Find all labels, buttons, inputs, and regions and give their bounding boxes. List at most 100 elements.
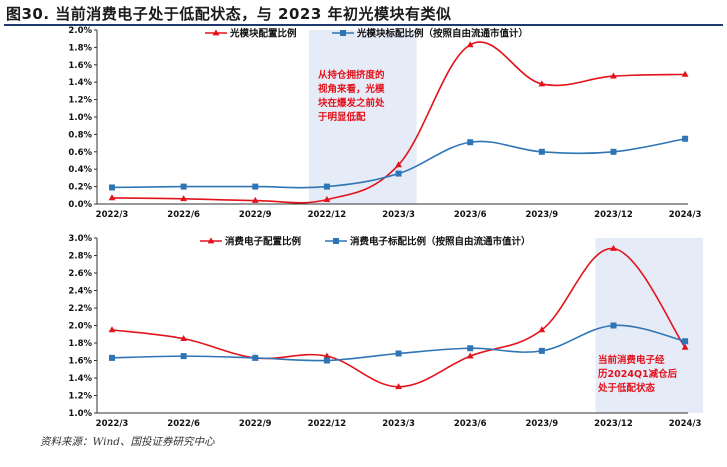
legend-label-1: 消费电子配置比例 <box>225 236 301 248</box>
x-tick-label: 2023/6 <box>454 419 487 429</box>
series-line-1 <box>111 41 686 204</box>
annotation-line: 从持仓拥挤度的 <box>318 69 385 81</box>
y-tick-label: 0.8% <box>68 130 92 140</box>
series-point <box>681 70 689 77</box>
legend-label-2: 消费电子标配比例（按照自由流通市值计） <box>350 236 531 248</box>
series-point <box>108 194 116 201</box>
x-tick-label: 2022/12 <box>308 210 347 220</box>
series-point <box>610 72 617 79</box>
series-point <box>323 196 331 203</box>
series-point <box>538 347 545 354</box>
series-point <box>180 183 187 190</box>
series-point <box>395 383 402 390</box>
x-tick-label: 2022/6 <box>167 210 200 220</box>
x-tick-label: 2023/9 <box>525 210 558 220</box>
y-tick-label: 0.4% <box>68 165 92 175</box>
series-point <box>251 196 259 203</box>
source-note: 资料来源：Wind、国投证券研究中心 <box>40 436 215 448</box>
x-tick-label: 2023/9 <box>525 419 558 429</box>
legend-marker-2 <box>333 238 339 244</box>
y-tick-label: 0.0% <box>68 200 92 210</box>
series-point <box>180 353 187 360</box>
series-point <box>395 350 402 357</box>
series-point <box>681 343 689 350</box>
series-point <box>610 244 617 251</box>
chart-2: 1.0% 1.2% 1.4% 1.6% 1.8% 2.0% 2.2% 2.4% 2.6% 2.8%… <box>68 234 704 429</box>
series-point <box>538 148 545 155</box>
x-tick-label: 2023/6 <box>454 210 487 220</box>
y-tick-label: 2.8% <box>68 252 92 262</box>
series-point <box>180 195 188 202</box>
annotation-line: 当前消费电子经 <box>598 354 665 366</box>
y-tick-label: 1.2% <box>68 392 92 402</box>
y-tick-label: 2.4% <box>68 287 92 297</box>
series-point <box>252 183 259 190</box>
annotation-line: 历2024Q1减仓后 <box>598 368 678 380</box>
annotation-line: 块在爆发之前处 <box>318 97 385 109</box>
legend-marker-2 <box>340 30 346 36</box>
series-line-2 <box>111 137 686 189</box>
x-tick-label: 2023/3 <box>382 210 415 220</box>
series-point <box>109 184 115 191</box>
legend-label-1: 光模块配置比例 <box>229 28 297 40</box>
series-point <box>323 352 331 359</box>
y-tick-label: 2.6% <box>68 269 92 279</box>
series-point <box>108 326 116 333</box>
y-tick-label: 1.4% <box>68 78 92 88</box>
y-tick-label: 1.6% <box>68 357 92 367</box>
series-line-1 <box>111 247 686 388</box>
series-point <box>323 357 330 364</box>
series-point <box>538 80 546 87</box>
y-tick-label: 1.8% <box>68 339 92 349</box>
y-tick-label: 2.0% <box>68 26 92 36</box>
x-tick-label: 2022/3 <box>96 210 129 220</box>
y-tick-label: 1.4% <box>68 374 92 384</box>
series-point <box>395 170 402 177</box>
annotation-line: 处于低配状态 <box>597 382 656 394</box>
x-tick-label: 2022/12 <box>308 419 347 429</box>
y-tick-label: 1.0% <box>68 113 92 123</box>
x-tick-label: 2024/3 <box>669 419 702 429</box>
series-point <box>395 161 402 168</box>
series-point <box>323 183 330 190</box>
chart-1: 0.0% 0.2% 0.4% 0.6% 0.8% 1.0% 1.2% 1.4% 1.6% 1.8%… <box>68 26 701 220</box>
series-point <box>610 322 617 329</box>
y-tick-label: 0.2% <box>68 183 92 193</box>
y-tick-label: 0.6% <box>68 148 92 158</box>
y-tick-label: 2.0% <box>68 322 92 332</box>
series-point <box>682 338 689 345</box>
x-tick-label: 2024/3 <box>669 210 702 220</box>
series-point <box>252 354 259 361</box>
annotation-line: 于明显低配 <box>318 111 366 123</box>
figure-title: 图30. 当前消费电子处于低配状态，与 2023 年初光模块有类似 <box>6 5 452 23</box>
x-tick-label: 2023/12 <box>594 419 633 429</box>
series-point <box>467 139 474 146</box>
series-point <box>538 326 546 333</box>
series-point <box>109 354 115 361</box>
y-tick-label: 1.8% <box>68 43 92 53</box>
legend-marker-1 <box>207 237 215 244</box>
y-tick-label: 1.2% <box>68 96 92 106</box>
x-tick-label: 2022/9 <box>239 210 272 220</box>
series-line-2 <box>111 324 686 362</box>
series-point <box>610 148 617 155</box>
title-divider <box>4 24 723 26</box>
legend-marker-1 <box>212 29 220 36</box>
y-tick-label: 3.0% <box>68 234 92 244</box>
series-point <box>180 335 188 342</box>
legend-label-2: 光模块标配比例（按照自由流通市值计） <box>356 28 528 40</box>
series-point <box>466 352 474 359</box>
y-tick-label: 1.6% <box>68 61 92 71</box>
annotation-line: 视角来看，光模 <box>318 83 385 95</box>
x-tick-label: 2022/3 <box>96 419 129 429</box>
highlight-band <box>308 30 417 204</box>
x-tick-label: 2023/12 <box>594 210 633 220</box>
series-point <box>251 354 259 361</box>
x-tick-label: 2023/3 <box>382 419 415 429</box>
x-tick-label: 2022/6 <box>167 419 200 429</box>
y-tick-label: 2.2% <box>68 304 92 314</box>
series-point <box>682 135 689 142</box>
highlight-band <box>595 238 704 413</box>
series-point <box>467 345 474 352</box>
